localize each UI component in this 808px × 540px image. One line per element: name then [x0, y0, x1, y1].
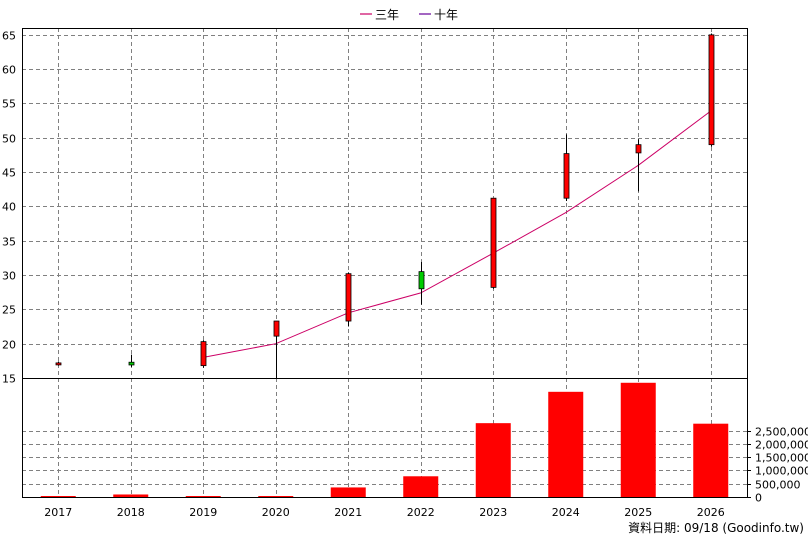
- price-tick-label: 60: [2, 64, 16, 77]
- moving-average-line: [203, 110, 712, 358]
- year-tick-label: 2025: [624, 506, 652, 519]
- year-tick-label: 2019: [189, 506, 217, 519]
- volume-bar: [403, 476, 439, 497]
- candle-body: [200, 341, 207, 367]
- volume-bar: [620, 382, 656, 497]
- candle-body: [563, 153, 570, 199]
- volume-tick-label: 2,500,000: [755, 426, 808, 439]
- candle-body: [345, 273, 352, 322]
- candle-body: [273, 320, 280, 337]
- candle-body: [635, 144, 642, 154]
- year-tick-label: 2023: [479, 506, 507, 519]
- upper-grid: [22, 28, 747, 379]
- candle-body: [55, 362, 62, 366]
- year-axis-labels: 2017 2018 2019 2020 2021 2022 2023 2024 2025 2026: [44, 506, 725, 519]
- price-tick-label: 35: [2, 236, 16, 249]
- price-tick-label: 55: [2, 98, 16, 111]
- price-tick-label: 45: [2, 167, 16, 180]
- volume-bar: [693, 423, 729, 497]
- price-tick-label: 20: [2, 339, 16, 352]
- year-tick-label: 2024: [552, 506, 580, 519]
- year-tick-label: 2022: [407, 506, 435, 519]
- volume-tick-label: 1,500,000: [755, 452, 808, 465]
- legend-label: 三年: [375, 8, 399, 22]
- volume-tick-label: 0: [755, 492, 762, 505]
- volume-frame: [22, 378, 748, 498]
- volume-bar: [40, 496, 76, 497]
- volume-bar: [185, 496, 221, 497]
- candle-body: [128, 361, 135, 366]
- legend: 三年 十年: [360, 8, 458, 22]
- price-tick-label: 25: [2, 304, 16, 317]
- volume-tick-label: 500,000: [755, 479, 801, 492]
- legend-label: 十年: [434, 8, 458, 22]
- volume-bar: [475, 423, 511, 497]
- volume-axis-labels: 0500,0001,000,0001,500,0002,000,0002,500…: [747, 426, 808, 505]
- year-tick-label: 2021: [334, 506, 362, 519]
- year-tick-label: 2020: [262, 506, 290, 519]
- price-tick-label: 30: [2, 270, 16, 283]
- moving-average-lines: [203, 110, 712, 358]
- volume-tick-label: 1,000,000: [755, 465, 808, 478]
- candle-body: [490, 197, 497, 288]
- source-footnote: 資料日期: 09/18 (Goodinfo.tw): [628, 521, 804, 535]
- volume-bar: [113, 494, 149, 497]
- year-tick-label: 2018: [117, 506, 145, 519]
- volume-tick-label: 2,000,000: [755, 439, 808, 452]
- plot-frames: [22, 28, 748, 498]
- price-tick-label: 65: [2, 30, 16, 43]
- volume-bar: [330, 487, 366, 497]
- price-tick-label: 50: [2, 133, 16, 146]
- volume-bar: [548, 391, 584, 497]
- price-tick-label: 15: [2, 373, 16, 386]
- year-tick-label: 2026: [697, 506, 725, 519]
- candlesticks: [55, 33, 715, 378]
- price-axis-labels: 15 20 25 30 35 40 45 50 55 60 65: [2, 30, 16, 386]
- volume-bars: [40, 382, 729, 497]
- year-tick-label: 2017: [44, 506, 72, 519]
- price-tick-label: 40: [2, 201, 16, 214]
- candle-body: [418, 271, 425, 290]
- volume-bar: [258, 496, 294, 497]
- candle-body: [708, 34, 715, 146]
